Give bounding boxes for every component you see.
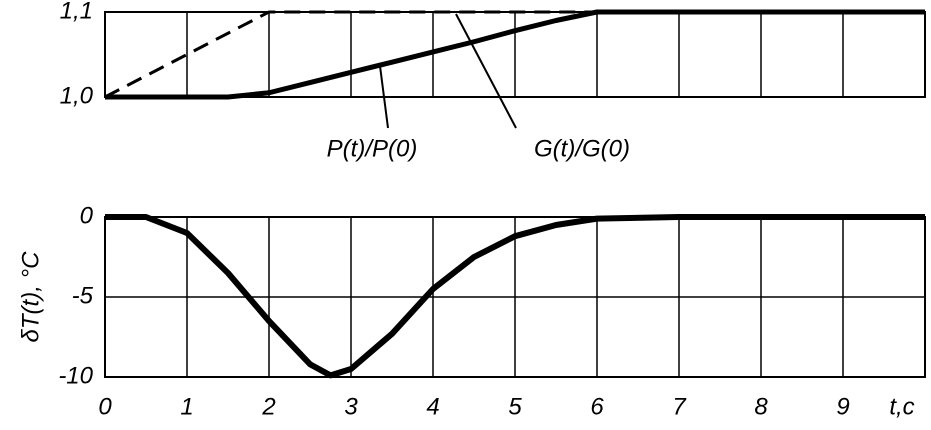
x-tick-label: 4 — [426, 393, 439, 420]
leader-line — [455, 13, 517, 129]
y-tick-label: 0 — [80, 202, 94, 229]
x-tick-label: 1 — [180, 393, 193, 420]
x-axis-label: t,c — [889, 393, 914, 420]
x-tick-label: 9 — [836, 393, 849, 420]
x-tick-label: 0 — [98, 393, 112, 420]
series-line — [105, 9, 925, 100]
leader-line — [379, 65, 389, 129]
x-tick-label: 2 — [261, 393, 275, 420]
series-label: P(t)/P(0) — [327, 135, 418, 162]
series-line — [104, 10, 597, 99]
y-tick-label: -10 — [58, 362, 93, 389]
x-tick-label: 6 — [590, 393, 604, 420]
series-line — [105, 214, 925, 379]
y-tick-label: 1,0 — [60, 82, 94, 109]
x-tick-label: 3 — [344, 393, 358, 420]
x-tick-label: 8 — [754, 393, 768, 420]
y-axis-label: δT(t), °C — [17, 251, 44, 343]
y-tick-label: 1,1 — [60, 0, 93, 24]
series-label: G(t)/G(0) — [534, 135, 630, 162]
x-tick-label: 5 — [508, 393, 522, 420]
x-tick-label: 7 — [672, 393, 687, 420]
y-tick-label: -5 — [72, 282, 94, 309]
